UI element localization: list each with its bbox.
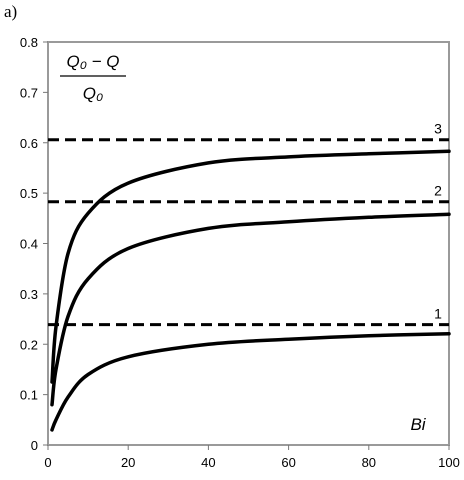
curves [50,149,451,432]
curve-2 [50,212,451,407]
x-tick-label: 40 [201,455,215,470]
y-axis-label-numerator: Q₀ − Q [67,52,120,71]
curve-label-3: 3 [434,121,442,137]
x-tick-label: 20 [121,455,135,470]
curve-1 [50,331,451,432]
curve-label-1: 1 [434,306,442,322]
curve-3 [50,149,451,384]
y-tick-label: 0.1 [20,388,38,403]
y-tick-label: 0.8 [20,35,38,50]
curve-label-2: 2 [434,183,442,199]
y-tick-label: 0.5 [20,186,38,201]
y-axis-label: Q₀ − Q Q₀ [60,52,126,103]
x-tick-label: 100 [438,455,460,470]
axis-ticks: 0 0.1 0.2 0.3 0.4 0.5 0.6 0.7 0.8 0 20 40 60 80 100 [20,35,460,470]
x-tick-label: 0 [44,455,51,470]
plot-frame [47,41,450,446]
x-tick-label: 60 [281,455,295,470]
curve-labels: 1 2 3 [434,121,442,322]
y-tick-label: 0.4 [20,237,38,252]
panel-label: a) [4,2,18,21]
x-tick-label: 80 [362,455,376,470]
y-tick-label: 0.3 [20,287,38,302]
y-tick-label: 0 [31,438,38,453]
y-tick-label: 0.7 [20,85,38,100]
y-tick-label: 0.6 [20,136,38,151]
x-axis-label: Bi [410,415,426,434]
asymptote-lines [48,138,449,327]
y-axis-label-denominator: Q₀ [83,84,103,103]
y-tick-label: 0.2 [20,337,38,352]
